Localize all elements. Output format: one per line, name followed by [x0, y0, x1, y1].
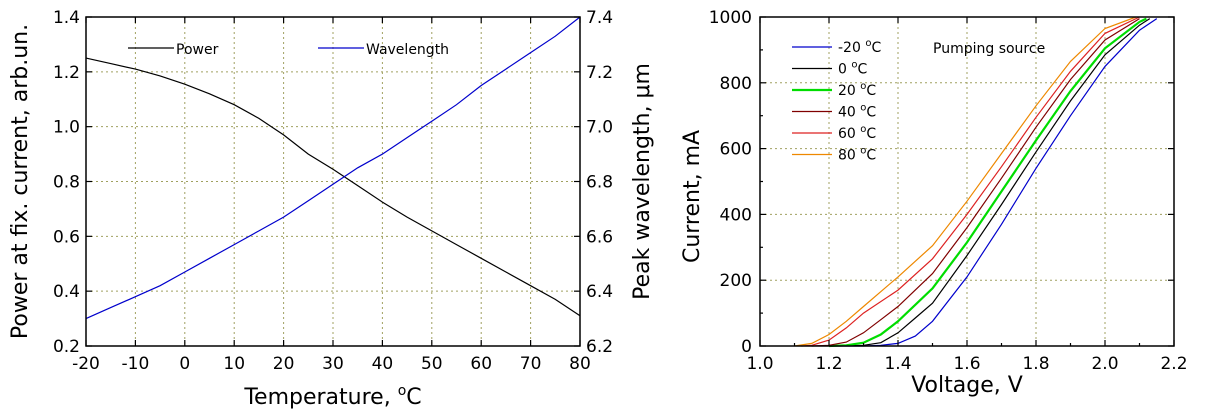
legend-label-wavelength: Wavelength — [366, 42, 449, 58]
y2-tick-label: 7.2 — [586, 63, 613, 83]
y2-axis-title-left: Peak wavelength, μm — [630, 63, 655, 300]
y2-tick-label: 6.2 — [586, 337, 613, 357]
x-tick-label: 10 — [223, 354, 245, 374]
x-tick-label: 30 — [322, 354, 344, 374]
x-tick-label: -20 — [72, 354, 100, 374]
y-tick-label: 0 — [741, 337, 752, 357]
y2-tick-label: 7.0 — [586, 118, 613, 138]
y-tick-label: 600 — [720, 140, 752, 160]
plot-frame-right — [759, 16, 1175, 347]
y2-tick-label: 6.8 — [586, 173, 613, 193]
series-line-20 — [828, 17, 1147, 348]
tick-labels-right: 1.0 1.2 1.4 1.6 1.8 2.0 2.2 0 200 400 600 800 1000 — [709, 8, 1188, 374]
series-line-minus20 — [829, 18, 1158, 347]
grid-left — [86, 17, 580, 346]
x-tick-label: 2.0 — [1091, 354, 1118, 374]
y-axis-title-right: Current, mA — [680, 130, 705, 263]
chart-voltage-current: 1.0 1.2 1.4 1.6 1.8 2.0 2.2 0 200 400 600 800 1000 -… — [680, 8, 1188, 398]
y-tick-label: 1.2 — [53, 63, 80, 83]
y-tick-label: 200 — [720, 271, 752, 291]
y2-tick-label: 7.4 — [586, 8, 613, 28]
series-line-80 — [794, 16, 1137, 347]
x-tick-label: 1.0 — [746, 354, 773, 374]
legend-left: Power Wavelength — [128, 42, 449, 58]
y-tick-label: 0.8 — [53, 173, 80, 193]
x-tick-label: 80 — [569, 354, 591, 374]
annotation-pumping-source: Pumping source — [933, 41, 1045, 57]
grid-right — [760, 17, 1174, 346]
series-line-power — [85, 57, 581, 317]
legend-label: 40 oC — [838, 103, 876, 121]
x-axis-title-left: Temperature, oC — [243, 383, 421, 410]
y-tick-label: 1.0 — [53, 118, 80, 138]
y-tick-label: 0.2 — [53, 337, 80, 357]
x-tick-label: 1.6 — [953, 354, 980, 374]
y-tick-label: 1000 — [709, 8, 752, 28]
x-tick-label: 40 — [372, 354, 394, 374]
ticks-left — [85, 16, 581, 347]
y-tick-label: 800 — [720, 74, 752, 94]
chart-temperature: -20 -10 0 10 20 30 40 50 60 70 80 0.2 0.4 0.6 0.8 1.0 1.… — [8, 8, 655, 410]
x-tick-label: 1.4 — [884, 354, 911, 374]
series-line-40 — [811, 18, 1140, 347]
y-axis-title-left: Power at fix. current, arb.un. — [8, 24, 33, 339]
legend-right: -20 oC 0 oC 20 oC 40 oC 60 oC 80 oC — [792, 38, 881, 164]
legend-label: 20 oC — [838, 81, 876, 99]
x-tick-label: 70 — [520, 354, 542, 374]
x-tick-label: 0 — [179, 354, 190, 374]
tick-labels-left: -20 -10 0 10 20 30 40 50 60 70 80 0.2 0.4 0.6 0.8 1.0 1.… — [53, 8, 613, 374]
legend-label-power: Power — [176, 42, 219, 58]
y-tick-label: 1.4 — [53, 8, 80, 28]
series-line-0 — [828, 18, 1151, 347]
ticks-right — [759, 16, 1175, 347]
y-tick-label: 0.4 — [53, 282, 80, 302]
x-axis-title-right: Voltage, V — [911, 373, 1023, 398]
x-tick-label: 50 — [421, 354, 443, 374]
legend-label: -20 oC — [838, 38, 881, 56]
legend-label: 60 oC — [838, 124, 876, 142]
series-left — [85, 16, 581, 320]
y-tick-label: 0.6 — [53, 227, 80, 247]
x-tick-label: 1.2 — [815, 354, 842, 374]
x-tick-label: 2.2 — [1160, 354, 1187, 374]
x-tick-label: 20 — [273, 354, 295, 374]
x-tick-label: 1.8 — [1022, 354, 1049, 374]
series-line-wavelength — [85, 16, 581, 320]
x-tick-label: 60 — [470, 354, 492, 374]
x-tick-label: -10 — [122, 354, 150, 374]
legend-label: 80 oC — [838, 146, 876, 164]
y2-tick-label: 6.6 — [586, 227, 613, 247]
legend-label: 0 oC — [838, 60, 867, 78]
y-tick-label: 400 — [720, 205, 752, 225]
y2-tick-label: 6.4 — [586, 282, 613, 302]
